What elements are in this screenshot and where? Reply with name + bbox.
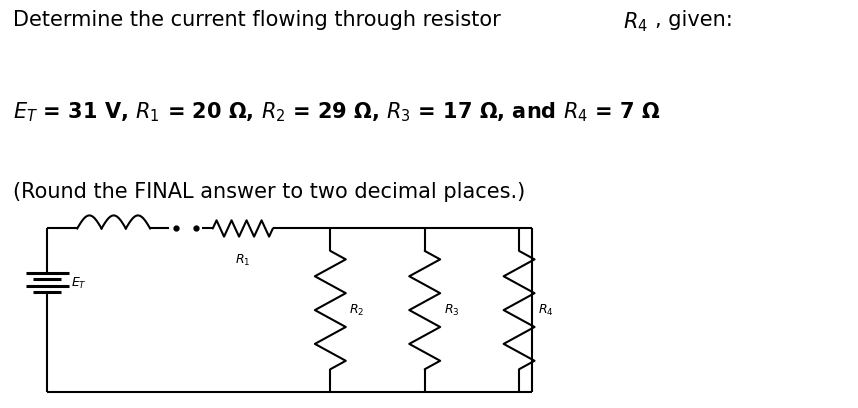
Text: $R_{2}$: $R_{2}$ (349, 302, 365, 318)
Text: $R_{4}$: $R_{4}$ (623, 10, 648, 34)
Text: $E_{T}$ = 31 V, $R_{1}$ = 20 Ω, $R_{2}$ = 29 Ω, $R_{3}$ = 17 Ω, and $R_{4}$ = 7 : $E_{T}$ = 31 V, $R_{1}$ = 20 Ω, $R_{2}$ … (13, 100, 661, 124)
Text: $E_{T}$: $E_{T}$ (71, 276, 87, 291)
Text: (Round the FINAL answer to two decimal places.): (Round the FINAL answer to two decimal p… (13, 182, 525, 202)
Text: $R_{1}$: $R_{1}$ (235, 253, 251, 268)
Text: , given:: , given: (655, 10, 733, 30)
Text: $R_{4}$: $R_{4}$ (538, 302, 553, 318)
Text: Determine the current flowing through resistor: Determine the current flowing through re… (13, 10, 507, 30)
Text: $R_{3}$: $R_{3}$ (444, 302, 459, 318)
